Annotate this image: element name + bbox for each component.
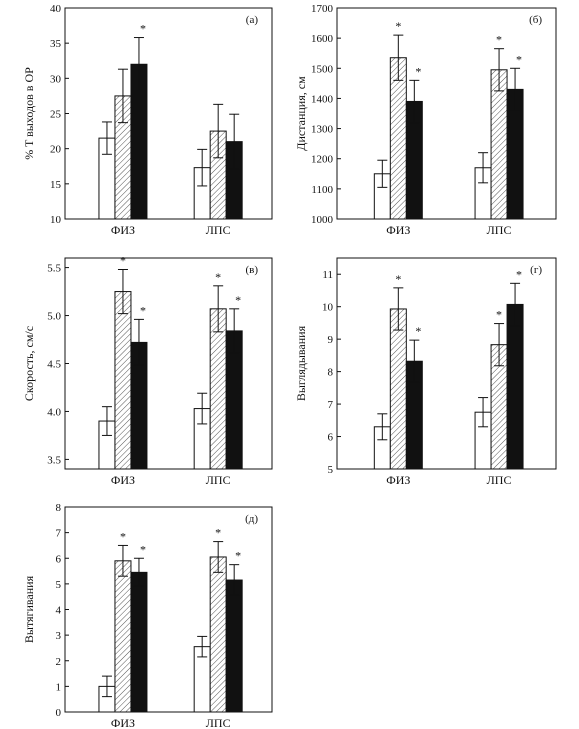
significance-star: *	[120, 254, 126, 268]
significance-star: *	[140, 542, 146, 556]
x-category-label: ФИЗ	[111, 473, 135, 487]
y-tick-label: 1100	[311, 184, 333, 196]
y-tick-label: 5	[56, 579, 62, 591]
bar	[130, 571, 148, 713]
y-tick-label: 1400	[311, 93, 334, 105]
significance-star: *	[496, 308, 502, 322]
significance-star: *	[140, 303, 146, 317]
x-category-label: ЛПС	[206, 716, 231, 729]
y-tick-label: 40	[50, 3, 62, 15]
y-tick-label: 1600	[311, 33, 334, 45]
y-tick-label: 6	[56, 553, 62, 565]
x-category-label: ЛПС	[206, 473, 231, 487]
y-tick-label: 4	[56, 605, 62, 617]
plot-frame	[336, 7, 557, 220]
y-axis-label: Выглядывания	[294, 325, 308, 401]
bar	[389, 308, 407, 470]
significance-star: *	[235, 293, 241, 307]
significance-star: *	[215, 270, 221, 284]
significance-star: *	[395, 272, 401, 286]
y-tick-label: 1300	[311, 124, 334, 136]
y-tick-label: 5.5	[47, 263, 61, 275]
significance-star: *	[496, 33, 502, 47]
chart-panel-v: 3.5 4.0 4.5 5.0 5.5 Скорость, см/с (в) * * ФИЗ * * Л…	[22, 254, 273, 487]
y-tick-label: 1200	[311, 154, 334, 166]
y-axis-label: % T выходов в ОР	[22, 67, 36, 160]
y-axis-label: Дистанция, см	[294, 76, 308, 151]
panel-label: (в)	[245, 264, 258, 276]
bar	[114, 560, 132, 713]
y-axis-label: Скорость, см/с	[22, 326, 36, 401]
y-tick-label: 1700	[311, 3, 334, 15]
y-tick-label: 25	[50, 109, 62, 121]
x-category-label: ФИЗ	[386, 223, 410, 237]
y-axis-label: Вытягивания	[22, 575, 36, 643]
panel-label: (д)	[245, 513, 258, 525]
chart-panel-b: 1000 1100 1200 1300 1400 1500 1600 1700 Дистанци…	[294, 3, 557, 237]
bar	[225, 579, 243, 713]
panel-label: (б)	[529, 14, 542, 26]
y-tick-label: 5.0	[47, 311, 61, 323]
y-tick-label: 11	[322, 269, 333, 281]
y-tick-label: 20	[50, 144, 62, 156]
bar	[490, 69, 508, 220]
y-tick-label: 8	[56, 502, 62, 514]
y-tick-label: 7	[56, 528, 62, 540]
y-tick-label: 4.5	[47, 359, 61, 371]
significance-star: *	[395, 19, 401, 33]
bar	[389, 57, 407, 220]
chart-panel-g: 5 6 7 8 9 10 11 Выглядывания (г) * * ФИЗ * * ЛПС	[294, 257, 557, 487]
x-category-label: ЛПС	[487, 473, 512, 487]
panel-label: (а)	[246, 14, 259, 26]
y-tick-label: 4.0	[47, 406, 61, 418]
y-tick-label: 1500	[311, 63, 334, 75]
significance-star: *	[120, 529, 126, 543]
significance-star: *	[415, 324, 421, 338]
y-tick-label: 2	[56, 656, 62, 668]
significance-star: *	[516, 52, 522, 66]
y-tick-label: 15	[50, 179, 62, 191]
y-tick-label: 35	[50, 38, 62, 50]
bar	[209, 556, 227, 713]
y-tick-label: 3.5	[47, 454, 61, 466]
y-tick-label: 1	[56, 681, 62, 693]
y-tick-label: 1000	[311, 214, 334, 226]
bar	[506, 303, 524, 470]
y-tick-label: 10	[50, 214, 62, 226]
significance-star: *	[235, 549, 241, 563]
plot-frame	[336, 257, 557, 470]
y-tick-label: 9	[328, 334, 334, 346]
panel-label: (г)	[530, 264, 542, 276]
y-tick-label: 5	[328, 464, 334, 476]
chart-panel-a: 10 15 20 25 30 35 40 % T выходов в ОР (а) * ФИЗ ЛПС	[22, 3, 273, 237]
x-category-label: ЛПС	[206, 223, 231, 237]
y-tick-label: 7	[328, 399, 334, 411]
x-category-label: ЛПС	[487, 223, 512, 237]
y-tick-label: 3	[56, 630, 62, 642]
significance-star: *	[415, 64, 421, 78]
y-tick-label: 30	[50, 73, 62, 85]
y-tick-label: 8	[328, 367, 334, 379]
significance-star: *	[215, 526, 221, 540]
y-tick-label: 10	[322, 302, 334, 314]
bar	[114, 291, 132, 470]
significance-star: *	[516, 267, 522, 281]
x-category-label: ФИЗ	[111, 223, 135, 237]
bar	[209, 308, 227, 470]
x-category-label: ФИЗ	[386, 473, 410, 487]
x-category-label: ФИЗ	[111, 716, 135, 729]
significance-star: *	[140, 22, 146, 36]
y-tick-label: 0	[56, 707, 62, 719]
y-tick-label: 6	[328, 432, 334, 444]
chart-panel-d: 0 1 2 3 4 5 6 7 8 Вытягивания (д) * * ФИЗ * * ЛПС	[22, 502, 273, 729]
